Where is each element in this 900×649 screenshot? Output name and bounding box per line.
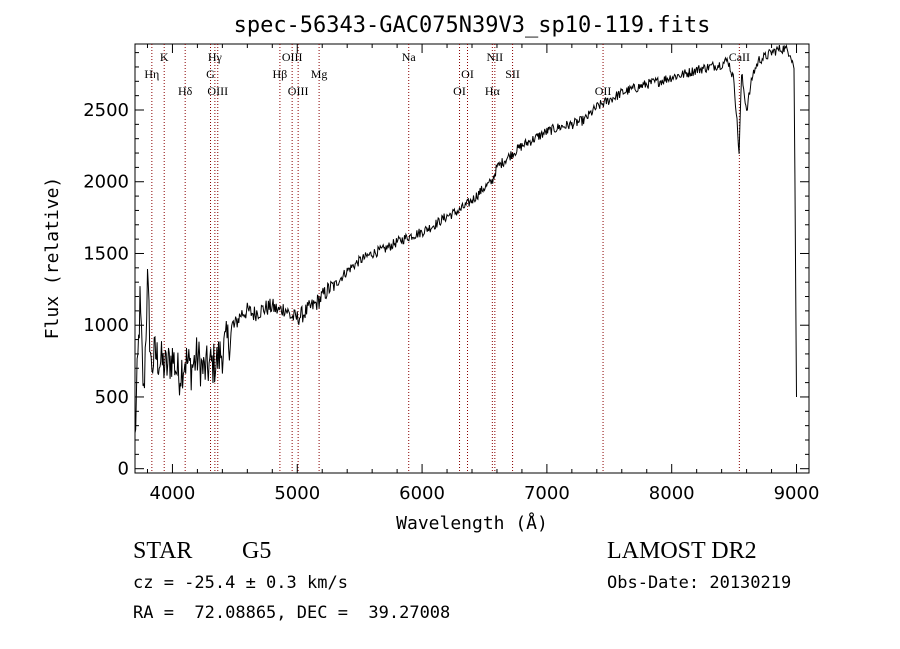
line-marker-label: Hα bbox=[485, 84, 501, 98]
line-marker-label: Na bbox=[402, 50, 417, 64]
coordinates: RA = 72.08865, DEC = 39.27008 bbox=[133, 603, 451, 623]
line-marker-label: CaII bbox=[729, 50, 750, 64]
line-marker-label: Hγ bbox=[208, 50, 223, 64]
object-class: STAR bbox=[133, 538, 193, 564]
x-axis-label: Wavelength (Å) bbox=[396, 512, 548, 534]
line-marker-label: Hη bbox=[144, 67, 159, 81]
spectrum-line bbox=[134, 43, 797, 434]
y-tick-label: 500 bbox=[95, 387, 129, 408]
line-marker-label: OIII bbox=[288, 84, 309, 98]
spectrum-plot: spec-56343-GAC075N39V3_sp10-119.fits HηK… bbox=[42, 13, 820, 534]
y-axis-label: Flux (relative) bbox=[42, 177, 63, 340]
radial-velocity: cz = -25.4 ± 0.3 km/s bbox=[133, 573, 348, 593]
x-tick-label: 7000 bbox=[524, 483, 570, 504]
line-marker-label: G bbox=[206, 67, 215, 81]
chart-title: spec-56343-GAC075N39V3_sp10-119.fits bbox=[234, 13, 711, 38]
line-marker-label: OIII bbox=[207, 84, 228, 98]
line-marker-label: NII bbox=[487, 50, 504, 64]
line-marker-label: OII bbox=[595, 84, 612, 98]
x-tick-label: 5000 bbox=[274, 483, 320, 504]
x-tick-label: 6000 bbox=[399, 483, 445, 504]
y-axis: 0 500 1000 1500 2000 2500 bbox=[83, 52, 809, 480]
y-tick-label: 1500 bbox=[83, 243, 129, 264]
spectral-line-markers bbox=[151, 44, 740, 473]
x-axis: 4000 5000 6000 7000 8000 9000 bbox=[146, 44, 820, 504]
line-marker-label: SII bbox=[505, 67, 520, 81]
spectral-subclass: G5 bbox=[242, 538, 272, 564]
x-tick-label: 9000 bbox=[774, 483, 820, 504]
spectral-line-labels: HηKHδHγGOIIIHβOIIIOIIIMgNaOIOINIIHαSIIOI… bbox=[144, 50, 750, 98]
y-tick-label: 2500 bbox=[83, 100, 129, 121]
survey-name: LAMOST DR2 bbox=[607, 538, 757, 564]
line-marker-label: Mg bbox=[311, 67, 328, 81]
x-tick-label: 8000 bbox=[649, 483, 695, 504]
line-marker-label: OI bbox=[461, 67, 474, 81]
plot-frame bbox=[134, 43, 810, 474]
x-tick-label: 4000 bbox=[150, 483, 196, 504]
y-tick-label: 2000 bbox=[83, 172, 129, 193]
observation-date: Obs-Date: 20130219 bbox=[607, 573, 792, 593]
line-marker-label: Hβ bbox=[273, 67, 288, 81]
y-tick-label: 0 bbox=[118, 459, 129, 480]
line-marker-label: Hδ bbox=[178, 84, 193, 98]
line-marker-label: K bbox=[160, 50, 169, 64]
line-marker-label: OI bbox=[453, 84, 466, 98]
y-tick-label: 1000 bbox=[83, 315, 129, 336]
line-marker-label: OIII bbox=[282, 50, 303, 64]
